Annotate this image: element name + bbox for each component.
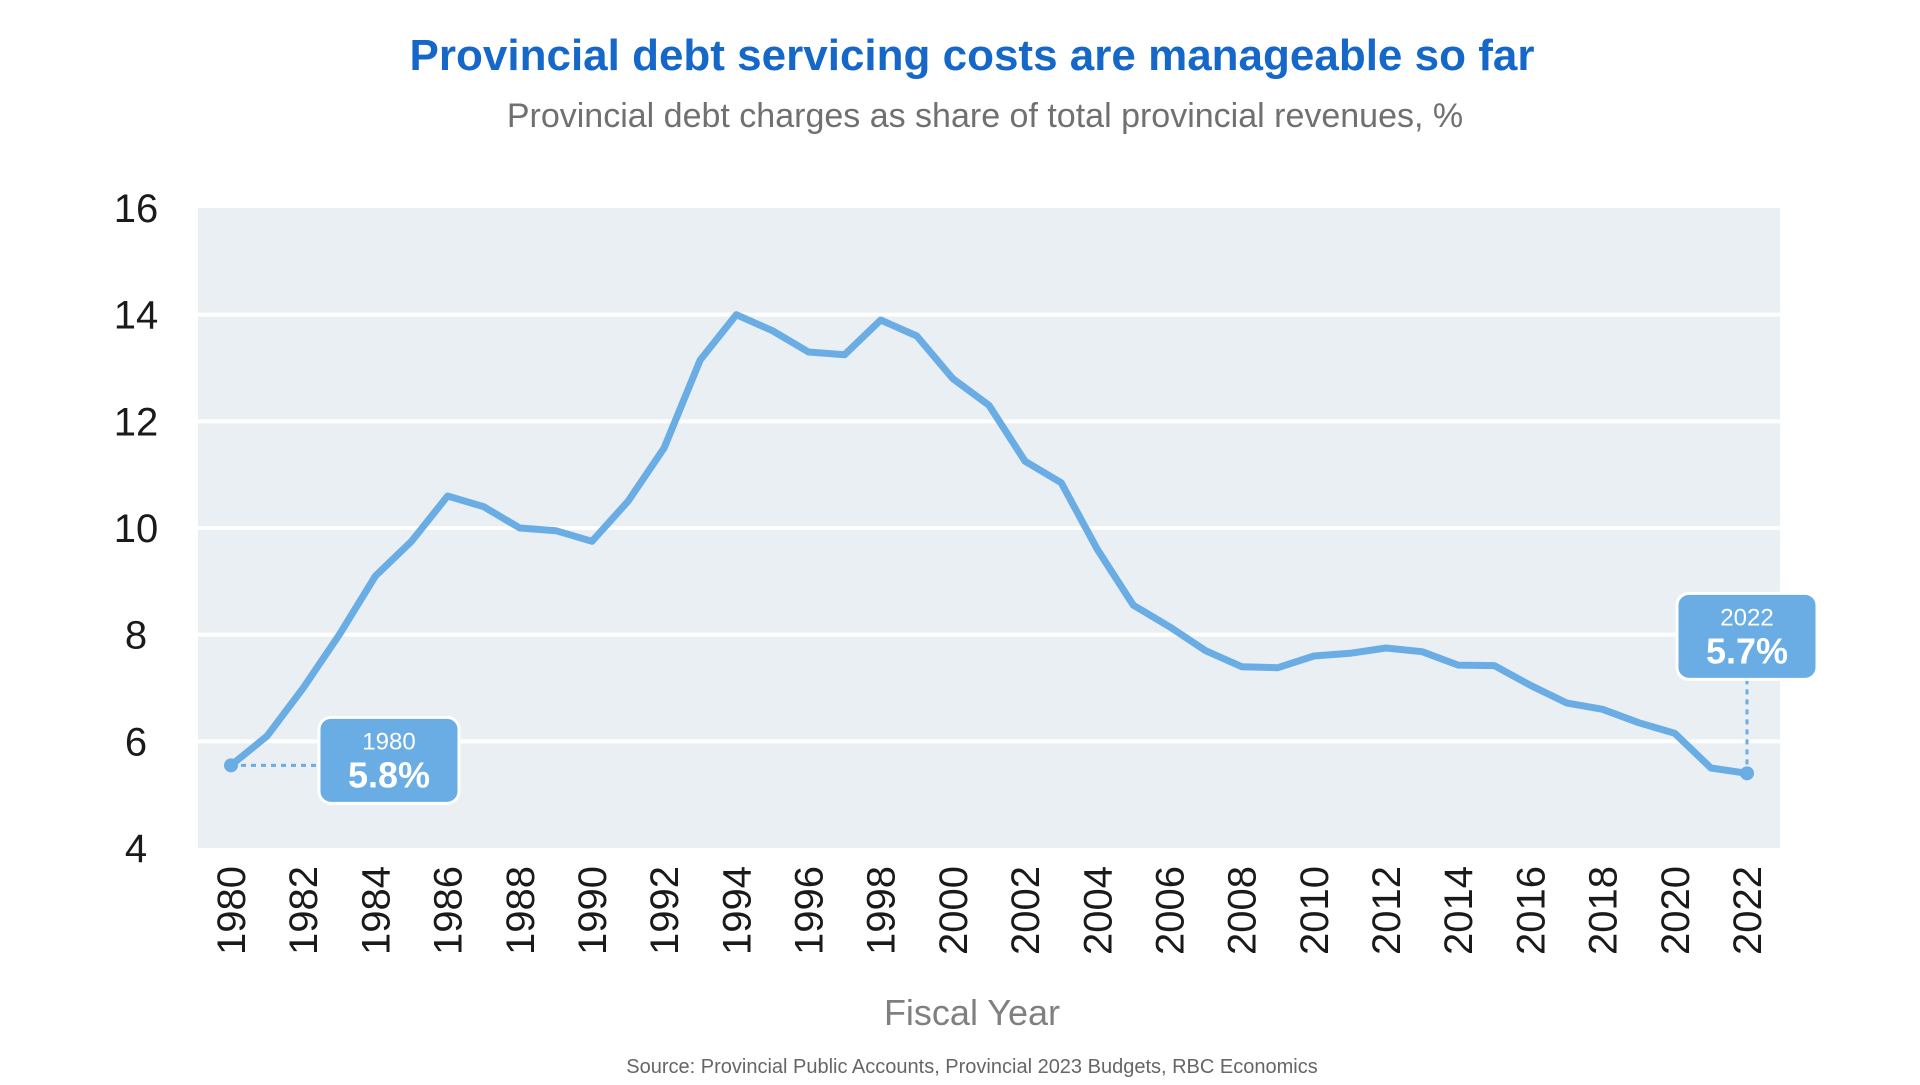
x-tick-label: 1994 [715, 866, 759, 955]
x-tick-label: 1998 [860, 866, 904, 955]
y-tick-label: 12 [114, 400, 159, 444]
y-tick-label: 14 [114, 294, 159, 338]
x-tick-label: 2022 [1726, 866, 1770, 955]
x-tick-label: 2012 [1365, 866, 1409, 955]
series-line [227, 311, 1751, 777]
series-layer [227, 311, 1751, 777]
y-tick-label: 8 [125, 614, 147, 658]
y-axis-ticks: 4 6 8 10 12 14 16 [114, 187, 159, 871]
x-tick-label: 1984 [354, 866, 398, 955]
chart-title: Provincial debt servicing costs are mana… [410, 31, 1535, 80]
y-tick-label: 10 [114, 507, 159, 551]
x-tick-label: 1988 [499, 866, 543, 955]
x-tick-label: 2016 [1509, 866, 1553, 955]
callout-point [1740, 766, 1754, 781]
x-axis-ticks: 1980 1982 1984 1986 1988 1990 1992 1994 1996 1998… [210, 866, 1770, 955]
x-tick-label: 2008 [1221, 866, 1265, 955]
x-tick-label: 2020 [1654, 866, 1698, 955]
x-axis-label: Fiscal Year [884, 992, 1060, 1033]
x-tick-label: 2006 [1148, 866, 1192, 955]
x-tick-label: 1990 [571, 866, 615, 955]
source-note: Source: Provincial Public Accounts, Prov… [626, 1056, 1317, 1078]
y-tick-label: 4 [125, 827, 147, 871]
callout-value-label: 5.7% [1706, 630, 1788, 671]
x-tick-label: 1986 [427, 866, 471, 955]
x-tick-label: 2004 [1076, 866, 1120, 955]
x-tick-label: 2010 [1293, 866, 1337, 955]
callout-year-label: 1980 [362, 728, 415, 755]
grid-lines [198, 312, 1780, 744]
x-tick-label: 1992 [643, 866, 687, 955]
x-tick-label: 2000 [932, 866, 976, 955]
callout-value-label: 5.8% [348, 754, 430, 795]
x-tick-label: 2002 [1004, 866, 1048, 955]
callout-box [1675, 591, 1819, 681]
chart-subtitle: Provincial debt charges as share of tota… [507, 97, 1463, 135]
y-tick-label: 6 [125, 720, 147, 764]
x-tick-label: 1980 [210, 866, 254, 955]
callout-box [317, 715, 461, 805]
x-tick-label: 1996 [788, 866, 832, 955]
x-tick-label: 2014 [1437, 866, 1481, 955]
x-tick-label: 1982 [282, 866, 326, 955]
y-tick-label: 16 [114, 187, 159, 231]
x-tick-label: 2018 [1582, 866, 1626, 955]
callout-point [224, 758, 238, 773]
callout-year-label: 2022 [1720, 604, 1773, 631]
